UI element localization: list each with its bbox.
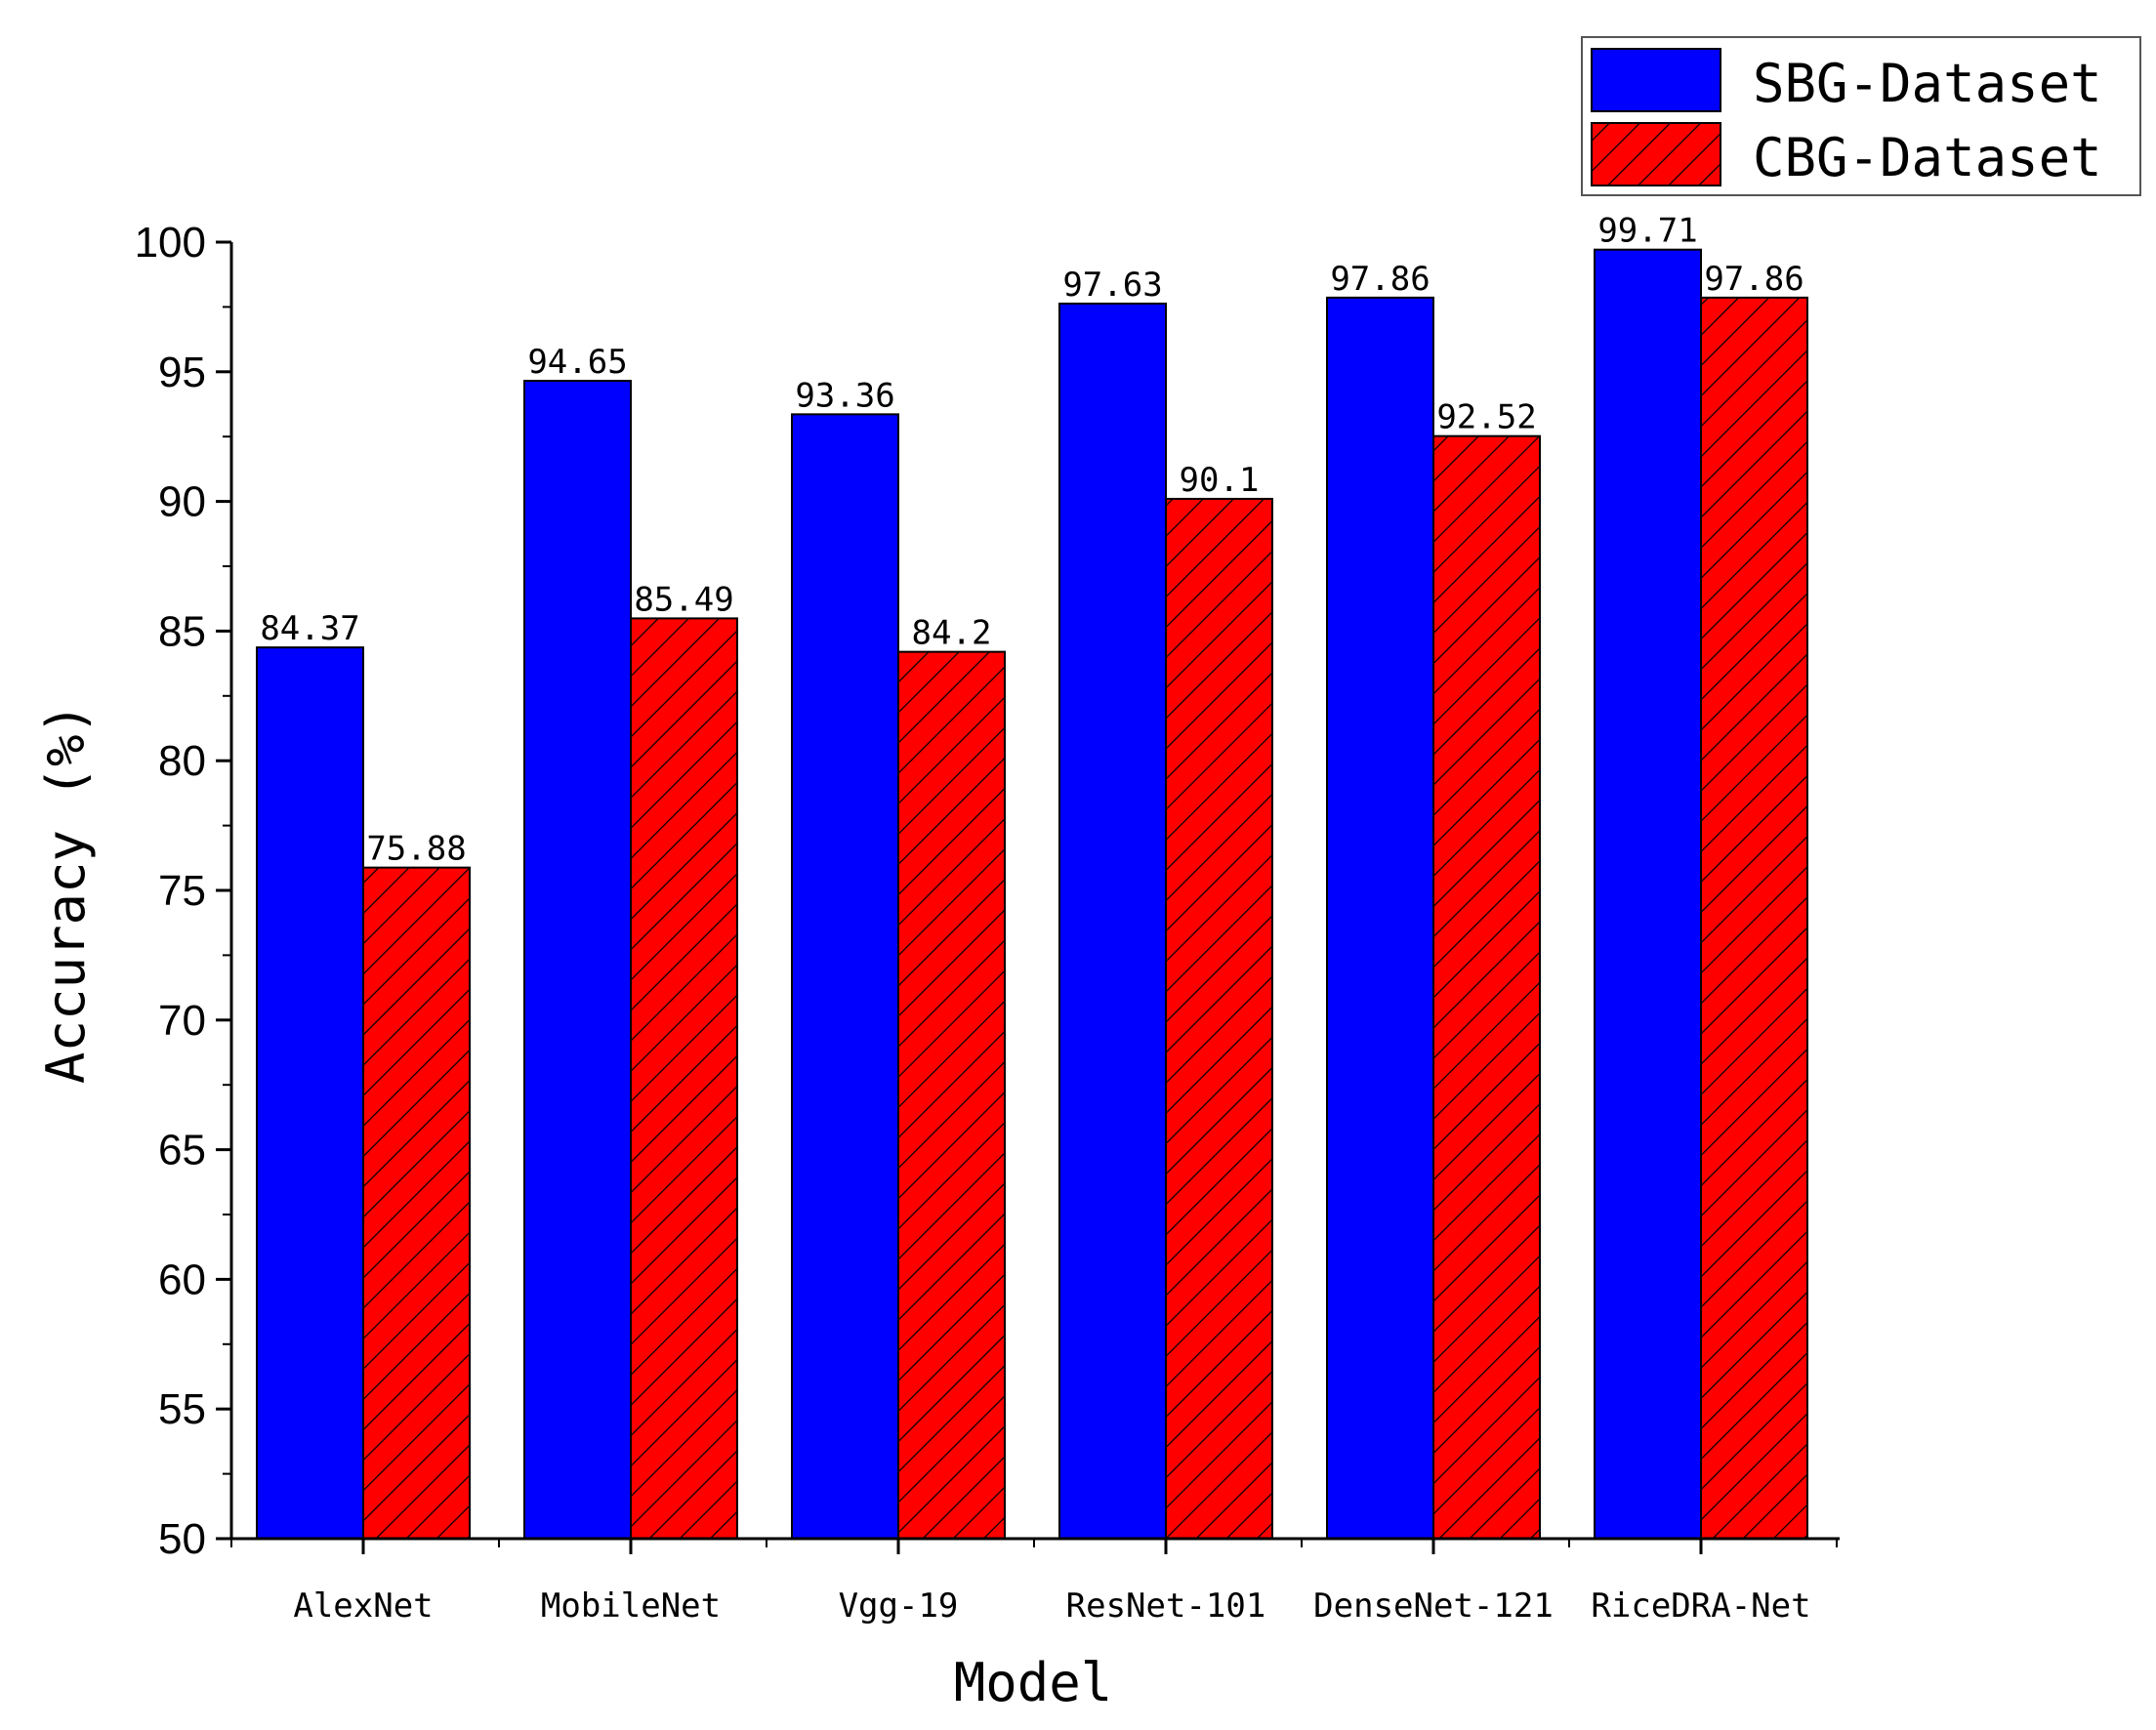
legend-label-sbg: SBG-Dataset xyxy=(1753,53,2102,114)
y-tick-label: 100 xyxy=(135,219,206,267)
legend: SBG-Dataset CBG-Dataset xyxy=(1581,36,2141,196)
legend-swatch-cbg xyxy=(1591,122,1721,186)
x-tick-label: Vgg-19 xyxy=(839,1586,959,1626)
y-tick-label: 70 xyxy=(158,997,206,1045)
bar-sbg-dataset-densenet-121 xyxy=(1326,296,1434,1541)
x-tick-label: RiceDRA-Net xyxy=(1591,1586,1810,1626)
y-tick-label: 50 xyxy=(158,1515,206,1563)
bar-sbg-dataset-resnet-101 xyxy=(1058,302,1167,1541)
data-label: 97.86 xyxy=(1704,260,1804,299)
y-tick-label: 75 xyxy=(158,867,206,915)
data-label: 97.63 xyxy=(1062,266,1162,305)
data-label: 92.52 xyxy=(1436,398,1536,437)
x-tick-label: ResNet-101 xyxy=(1066,1586,1266,1626)
x-axis-title: Model xyxy=(954,1652,1113,1713)
y-tick-label: 90 xyxy=(158,478,206,526)
y-tick-label: 60 xyxy=(158,1256,206,1303)
y-tick-label: 95 xyxy=(158,349,206,396)
bar-sbg-dataset-vgg-19 xyxy=(791,413,899,1540)
legend-label-cbg: CBG-Dataset xyxy=(1753,127,2102,188)
bar-cbg-dataset-densenet-121 xyxy=(1432,434,1541,1540)
bar-cbg-dataset-vgg-19 xyxy=(897,650,1006,1540)
data-label: 84.37 xyxy=(260,609,359,648)
y-tick-label: 80 xyxy=(158,737,206,785)
data-label: 93.36 xyxy=(795,376,894,415)
data-label: 97.86 xyxy=(1330,260,1430,299)
plot-area: 84.37 75.88 AlexNet 94.65 85.49 MobileNet 93.3… xyxy=(135,212,1840,1626)
data-label: 90.1 xyxy=(1180,461,1260,500)
bar-sbg-dataset-mobilenet xyxy=(523,380,632,1541)
legend-swatch-sbg xyxy=(1591,48,1721,112)
y-tick-label: 65 xyxy=(158,1127,206,1174)
y-tick-label: 55 xyxy=(158,1385,206,1433)
bar-cbg-dataset-ricedra-net xyxy=(1700,296,1808,1541)
data-label: 99.71 xyxy=(1597,212,1697,251)
x-tick-label: AlexNet xyxy=(293,1586,433,1626)
bar-sbg-dataset-ricedra-net xyxy=(1594,248,1702,1540)
bar-cbg-dataset-mobilenet xyxy=(630,617,738,1540)
data-label: 75.88 xyxy=(366,830,466,869)
y-axis-title: Accuracy (%) xyxy=(35,703,97,1084)
x-tick-label: MobileNet xyxy=(541,1586,721,1626)
y-tick-label: 85 xyxy=(158,607,206,655)
data-label: 84.2 xyxy=(912,614,992,653)
bar-cbg-dataset-resnet-101 xyxy=(1165,497,1273,1541)
x-tick-label: DenseNet-121 xyxy=(1313,1586,1554,1626)
data-label: 94.65 xyxy=(527,343,627,382)
bar-sbg-dataset-alexnet xyxy=(256,646,364,1540)
bar-cbg-dataset-alexnet xyxy=(362,866,471,1540)
data-label: 85.49 xyxy=(634,580,733,619)
